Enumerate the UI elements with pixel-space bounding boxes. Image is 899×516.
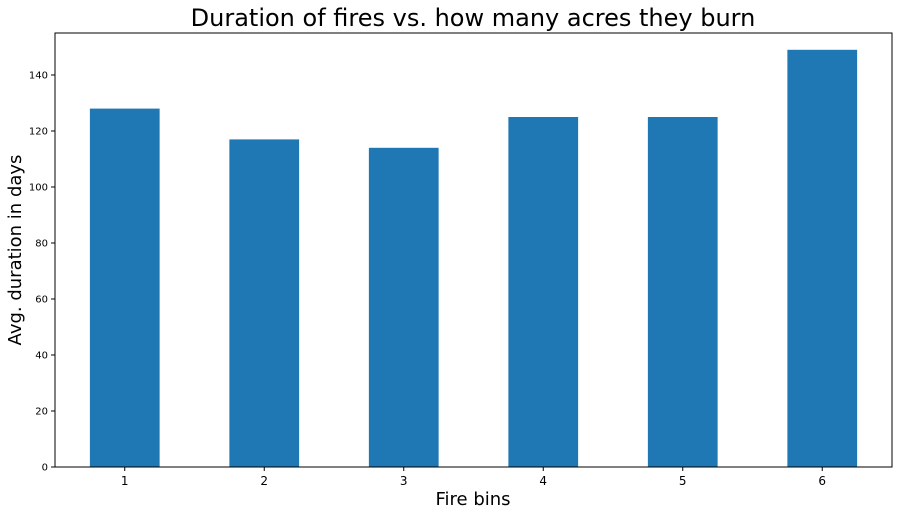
- x-tick-label: 3: [400, 474, 408, 488]
- bar-4: [508, 117, 579, 467]
- y-axis-label: Avg. duration in days: [5, 155, 26, 346]
- chart-title: Duration of fires vs. how many acres the…: [191, 4, 756, 32]
- y-tick-label: 60: [35, 295, 48, 306]
- x-axis-label: Fire bins: [435, 489, 510, 510]
- bar-3: [368, 147, 439, 468]
- x-tick-label: 5: [679, 474, 687, 488]
- y-axis-ticks: 0 20 40 60 80 100 120 140: [29, 71, 55, 474]
- bar-6: [787, 49, 858, 468]
- bar-5: [647, 117, 718, 467]
- y-tick-label: 20: [35, 407, 48, 418]
- bar-1: [89, 108, 160, 467]
- bar-2: [229, 139, 300, 467]
- y-tick-label: 40: [35, 351, 48, 362]
- y-tick-label: 140: [29, 71, 48, 82]
- x-tick-label: 6: [818, 474, 826, 488]
- x-axis-ticks: 1 2 3 4 5 6: [121, 467, 826, 488]
- x-tick-label: 4: [539, 474, 547, 488]
- y-tick-label: 120: [29, 127, 48, 138]
- y-tick-label: 100: [29, 183, 48, 194]
- x-tick-label: 2: [260, 474, 268, 488]
- plot-area-frame: [54, 32, 893, 468]
- y-tick-label: 0: [42, 463, 48, 474]
- y-tick-label: 80: [35, 239, 48, 250]
- bars-group: [89, 49, 858, 468]
- x-tick-label: 1: [121, 474, 129, 488]
